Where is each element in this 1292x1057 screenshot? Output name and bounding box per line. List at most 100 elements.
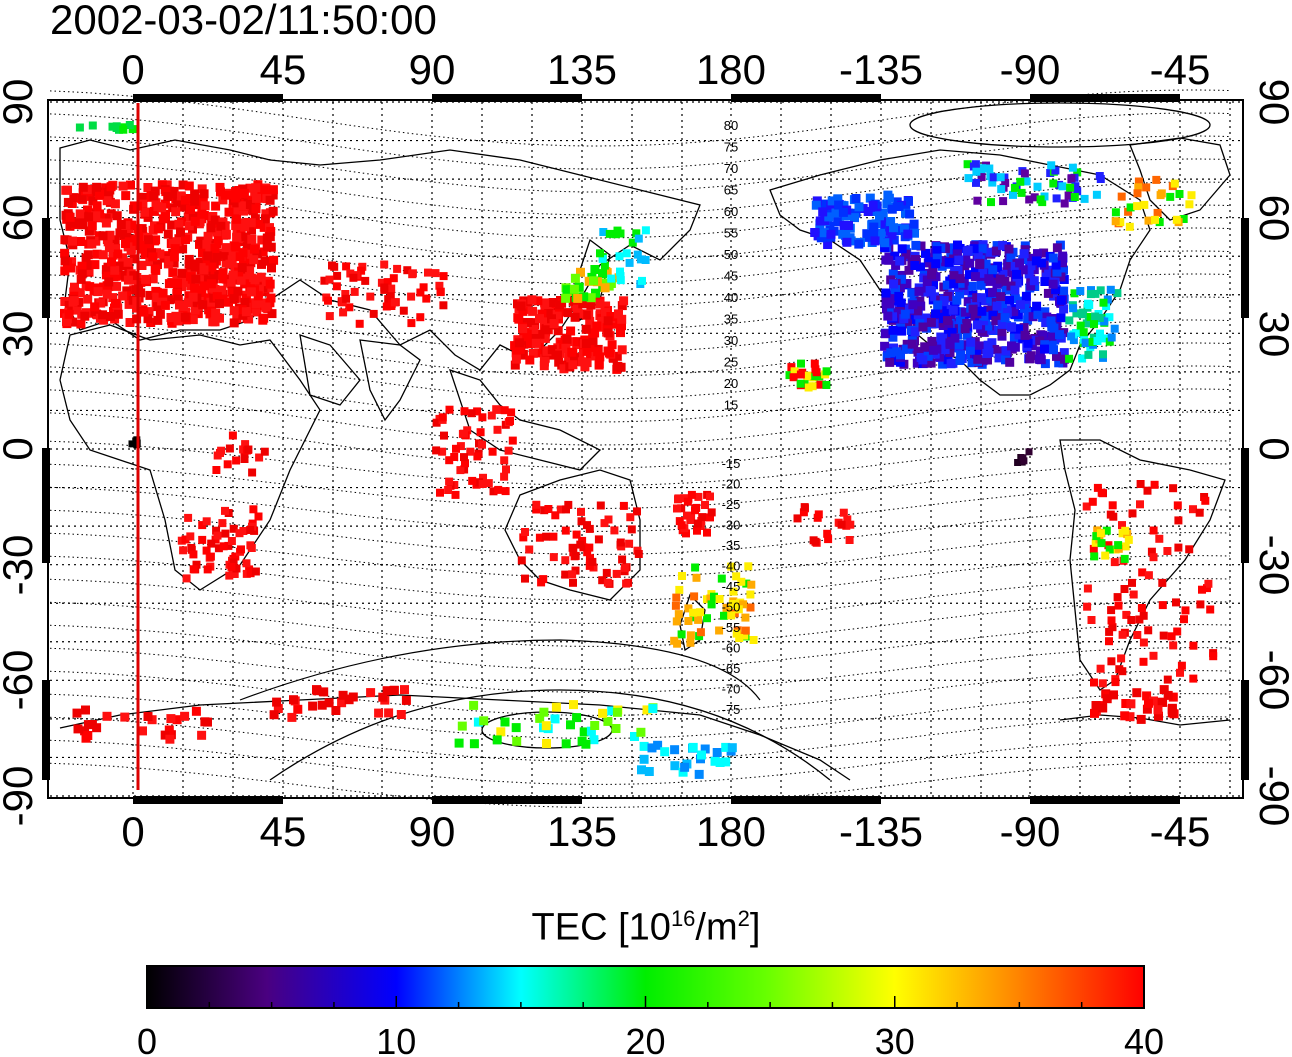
contour-label-south: -20 <box>722 477 741 492</box>
tec-cell <box>960 324 970 334</box>
tec-cell <box>1090 708 1099 718</box>
tec-cell <box>241 307 251 317</box>
contour-south-pole-outer <box>269 689 831 781</box>
tec-cell <box>83 731 93 740</box>
tec-cell <box>948 358 958 368</box>
tec-cell <box>76 319 86 329</box>
tec-cell <box>319 687 329 697</box>
tec-cell <box>221 529 230 538</box>
tec-cell <box>196 236 206 246</box>
tec-cell <box>419 283 428 292</box>
tec-cell <box>1010 183 1019 192</box>
tec-cell <box>563 308 573 318</box>
tec-cell <box>1181 606 1190 615</box>
tec-cell <box>789 373 798 382</box>
tec-cell <box>722 603 731 612</box>
tec-cell <box>1015 300 1025 310</box>
tec-cell <box>911 255 920 264</box>
tec-cell <box>886 217 896 226</box>
tec-cell <box>930 292 940 302</box>
tec-cell <box>1069 304 1078 313</box>
tec-cell <box>996 173 1005 182</box>
tec-cell <box>694 769 704 779</box>
tec-cell <box>1098 703 1108 713</box>
tec-cell <box>1179 215 1188 223</box>
tec-cell <box>122 286 132 296</box>
colorbar-tick-label: 20 <box>625 1021 665 1057</box>
tec-cell <box>75 288 85 298</box>
tec-cell <box>513 313 523 323</box>
tec-cell <box>910 327 920 337</box>
tec-cell <box>887 204 897 214</box>
tec-cell <box>971 160 980 169</box>
tec-cell <box>203 565 212 574</box>
tec-cell <box>1066 183 1075 192</box>
tec-cell <box>121 220 131 230</box>
tec-cell <box>138 199 148 209</box>
tec-cell <box>380 260 389 269</box>
contour-label-north: 30 <box>724 333 738 348</box>
tec-cell <box>690 592 699 601</box>
tec-cell <box>238 248 248 258</box>
tec-cell <box>118 181 128 191</box>
tec-cell <box>1189 674 1198 683</box>
tec-cell <box>633 507 641 516</box>
tec-cell <box>180 312 190 322</box>
colorbar-ticks <box>146 996 1145 1008</box>
tec-cell <box>891 285 900 295</box>
tec-cell <box>1057 257 1067 267</box>
tec-cell <box>195 217 205 227</box>
tec-cell <box>1120 554 1129 563</box>
tec-cell <box>261 209 271 219</box>
tec-cell <box>826 229 836 239</box>
tec-cell <box>223 460 232 469</box>
tec-cell <box>894 291 904 301</box>
tec-cell <box>914 286 924 296</box>
tec-cell <box>218 519 227 528</box>
tec-cell <box>1167 703 1177 713</box>
tec-cell <box>233 286 243 296</box>
tec-cell <box>460 453 468 462</box>
tec-cell <box>720 611 728 620</box>
tec-cell <box>876 218 886 228</box>
tec-cell <box>84 226 94 236</box>
tec-cell <box>237 263 247 273</box>
tec-cell <box>569 578 577 587</box>
tec-cell <box>997 185 1006 194</box>
tec-cell <box>171 311 181 321</box>
tec-cell <box>1000 313 1010 323</box>
tec-cell <box>1126 699 1136 709</box>
bottom-lon-label: 135 <box>547 808 617 855</box>
tec-cell <box>251 567 260 576</box>
tec-cell <box>1056 313 1066 323</box>
tec-cell <box>1052 243 1062 253</box>
tec-cell <box>1079 328 1088 337</box>
tec-cell <box>594 359 604 369</box>
tec-cell <box>389 685 399 695</box>
tec-cell <box>218 195 228 205</box>
tec-cell <box>689 613 698 622</box>
tec-cell <box>1138 568 1147 577</box>
tec-cell <box>525 355 535 365</box>
tec-cell <box>911 240 921 250</box>
tec-cell <box>66 263 76 273</box>
tec-cell <box>869 228 879 238</box>
tec-cell <box>1058 251 1068 261</box>
tec-cell <box>991 246 1001 256</box>
tec-cell <box>986 247 996 257</box>
tec-cell <box>973 354 983 364</box>
tec-cell <box>115 261 125 271</box>
tec-cell <box>143 314 153 324</box>
tec-cell <box>1064 191 1073 200</box>
top-lon-label: 180 <box>696 46 766 93</box>
tec-cell <box>230 205 240 215</box>
tec-cell <box>1026 281 1036 291</box>
tec-cell <box>1091 289 1100 298</box>
tec-cell <box>1144 626 1153 635</box>
tec-cell <box>1041 318 1051 328</box>
tec-cell <box>586 300 596 310</box>
tec-cell <box>811 537 820 546</box>
tec-cell <box>110 265 120 275</box>
tec-cell <box>507 408 516 417</box>
tec-cell <box>1051 260 1061 270</box>
